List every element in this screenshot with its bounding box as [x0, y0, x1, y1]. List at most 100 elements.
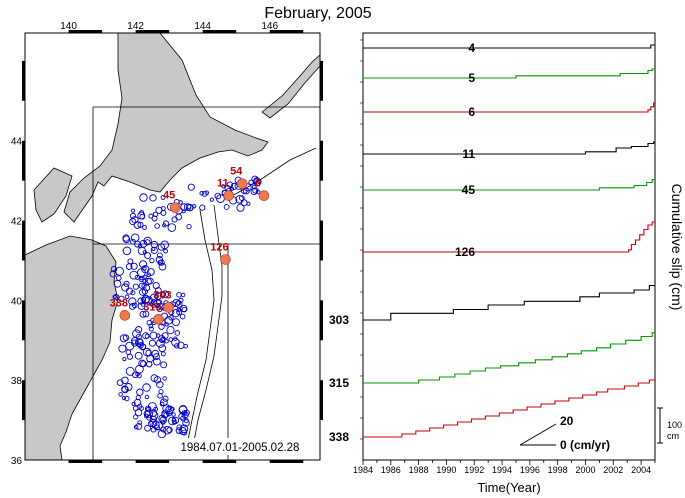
- event-circle: [171, 419, 178, 425]
- lat-tick-label: 44: [11, 137, 23, 148]
- event-circle: [142, 310, 150, 318]
- slip-series-6: [363, 102, 655, 113]
- event-circle: [131, 371, 139, 379]
- frame-bar-left: [22, 60, 25, 101]
- frame-bar-right: [320, 220, 323, 261]
- event-circle: [160, 336, 166, 342]
- event-circle: [132, 283, 139, 290]
- series-label-4: 4: [468, 41, 475, 55]
- event-circle: [171, 412, 176, 417]
- event-circle: [151, 299, 157, 305]
- sequence-label: 45: [163, 190, 175, 202]
- lat-tick-label: 38: [11, 376, 23, 387]
- event-circle: [147, 402, 157, 411]
- event-circle: [176, 300, 182, 306]
- event-circle: [148, 339, 157, 347]
- event-circle: [139, 193, 148, 202]
- event-circle: [167, 223, 177, 232]
- event-circle: [154, 292, 162, 300]
- series-label-338: 338: [329, 430, 349, 444]
- rate-0-label: 0 (cm/yr): [560, 438, 610, 452]
- event-circle: [153, 406, 159, 412]
- event-circle: [151, 246, 156, 251]
- series-label-11: 11: [462, 147, 475, 161]
- event-circle: [158, 414, 167, 423]
- slip-plot-frame: [362, 32, 656, 461]
- event-circle: [179, 313, 186, 320]
- land-masses: [24, 32, 321, 461]
- event-circle: [129, 270, 139, 280]
- x-tick-label: 1984: [353, 465, 373, 475]
- event-circle: [139, 310, 147, 318]
- frame-bar-bottom: [68, 460, 103, 463]
- event-circle: [146, 360, 153, 368]
- figure-title: February, 2005: [264, 5, 371, 22]
- slip-series-303: [363, 284, 655, 321]
- event-circle: [138, 359, 146, 368]
- event-circle: [157, 429, 167, 439]
- sequence-marker: [119, 310, 131, 321]
- x-tick-label: 1998: [548, 465, 568, 475]
- rate-20-line: [519, 423, 557, 446]
- event-circle: [158, 389, 164, 395]
- event-circle: [209, 197, 214, 202]
- slip-series-126: [363, 221, 655, 253]
- hokkaido-land: [63, 32, 269, 223]
- x-tick-label: 1990: [436, 465, 456, 475]
- event-circle: [160, 195, 166, 200]
- slip-series-338: [363, 379, 655, 438]
- event-circle: [153, 357, 161, 366]
- event-circle: [179, 424, 189, 434]
- sequence-label: 126: [210, 241, 228, 253]
- x-tick-label: 2002: [603, 465, 623, 475]
- event-circle: [130, 262, 138, 270]
- event-circle: [133, 424, 139, 430]
- event-circle: [164, 339, 169, 344]
- event-circle: [144, 252, 152, 260]
- frame-bar-left: [22, 220, 25, 261]
- event-circle: [162, 223, 167, 228]
- event-circle: [129, 303, 136, 310]
- event-circle: [158, 323, 165, 330]
- event-circle: [168, 337, 174, 342]
- event-circle: [240, 199, 248, 207]
- event-circle: [118, 295, 125, 302]
- event-circle: [151, 349, 160, 358]
- event-circle: [154, 302, 160, 308]
- event-circle: [144, 277, 152, 285]
- lat-tick-label: 40: [11, 296, 23, 307]
- event-circle: [135, 364, 144, 374]
- event-circle: [118, 344, 127, 353]
- event-circle: [160, 240, 170, 250]
- sequence-label: 54: [230, 166, 243, 178]
- x-tick-label: 1992: [464, 465, 484, 475]
- event-circle: [139, 288, 147, 296]
- series-label-45: 45: [462, 183, 476, 197]
- event-circle: [139, 240, 148, 248]
- event-circle: [152, 211, 159, 217]
- event-circle: [162, 395, 169, 402]
- slip-series-45: [363, 178, 655, 191]
- event-circle: [148, 213, 154, 219]
- event-circle: [159, 398, 168, 407]
- lat-tick-label: 42: [11, 217, 23, 228]
- event-circle: [118, 392, 123, 397]
- event-circle: [183, 418, 189, 424]
- event-circle: [156, 252, 163, 259]
- event-circle: [121, 283, 130, 292]
- frame-bar-top: [269, 30, 304, 33]
- frame-bar-bottom: [269, 460, 304, 463]
- event-circle: [199, 191, 204, 196]
- event-circle: [156, 380, 164, 389]
- x-tick-label: 2004: [631, 465, 651, 475]
- event-circle: [141, 283, 147, 289]
- event-circle: [137, 342, 144, 349]
- event-circle: [138, 277, 144, 282]
- event-circle: [221, 184, 226, 189]
- slip-series-315: [363, 332, 655, 384]
- event-circle: [158, 262, 167, 271]
- event-circle: [248, 179, 254, 185]
- event-circle: [143, 274, 148, 279]
